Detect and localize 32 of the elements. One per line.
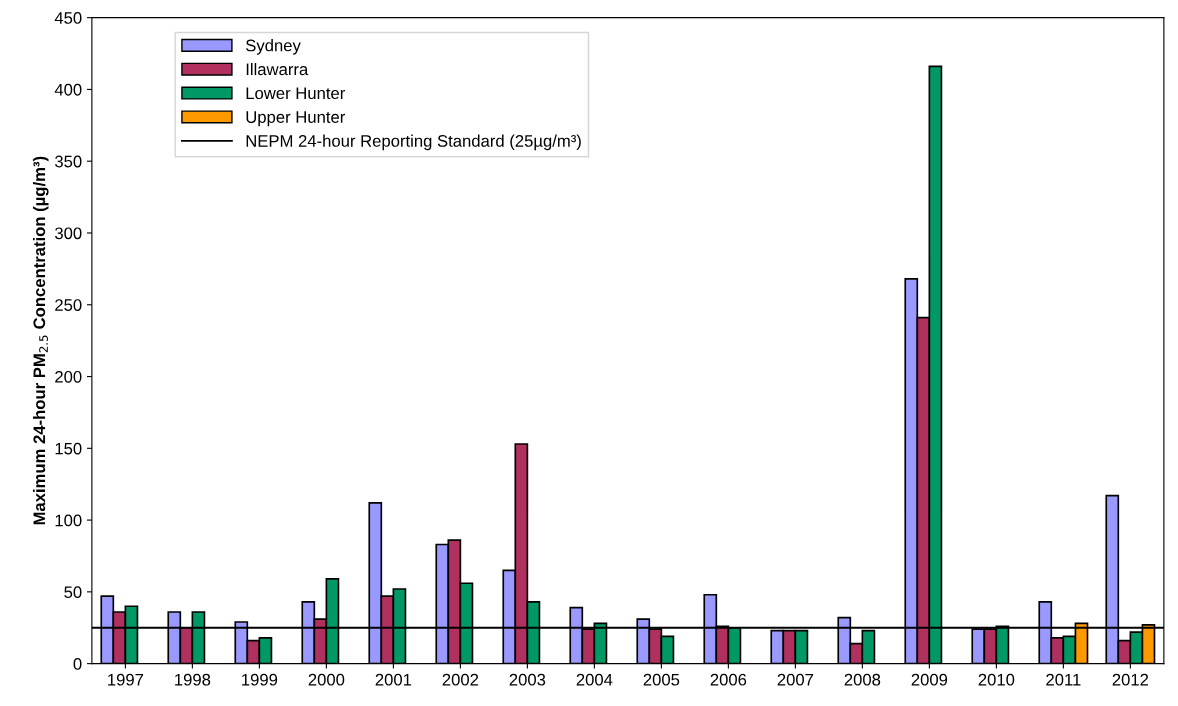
y-tick-label: 200 (55, 370, 82, 383)
x-tick-label: 2008 (844, 673, 881, 686)
x-tick-label: 1997 (108, 673, 144, 686)
y-tick-label: 350 (54, 155, 82, 168)
x-tick-label: 2012 (1112, 673, 1149, 686)
y-tick-label: 0 (73, 658, 82, 670)
y-tick-label: 100 (55, 514, 82, 527)
legend-label: NEPM 24-hour Reporting Standard (25µg/m³) (246, 134, 581, 151)
x-tick-label: 2004 (576, 673, 613, 686)
x-tick-label: 2006 (710, 673, 747, 686)
legend-label: Sydney (246, 39, 301, 55)
x-tick-label: 2007 (777, 673, 814, 686)
y-tick-label: 450 (54, 12, 82, 24)
y-tick-label: 150 (55, 442, 82, 455)
y-axis-title: Maximum 24-hour PM$_{2.5}$ Concentration (µg/m³) (32, 156, 49, 525)
x-tick-label: 2005 (643, 673, 680, 686)
y-tick-label: 300 (54, 227, 82, 240)
y-tick-label: 400 (54, 83, 82, 96)
x-tick-label: 2009 (911, 673, 948, 686)
x-tick-label: 2010 (978, 673, 1015, 686)
legend-label: Lower Hunter (246, 87, 346, 100)
x-tick-label: 1998 (175, 673, 211, 686)
x-tick-label: 2011 (1046, 673, 1081, 686)
x-tick-label: 2001 (375, 673, 412, 686)
x-tick-label: 1999 (242, 673, 278, 686)
x-tick-label: 2003 (509, 673, 546, 686)
x-tick-label: 2000 (308, 673, 345, 686)
legend-label: Upper Hunter (246, 111, 346, 127)
legend-label: Illawarra (246, 62, 309, 76)
y-tick-label: 250 (55, 299, 82, 311)
y-tick-label: 50 (64, 586, 82, 599)
x-tick-label: 2002 (442, 673, 479, 686)
